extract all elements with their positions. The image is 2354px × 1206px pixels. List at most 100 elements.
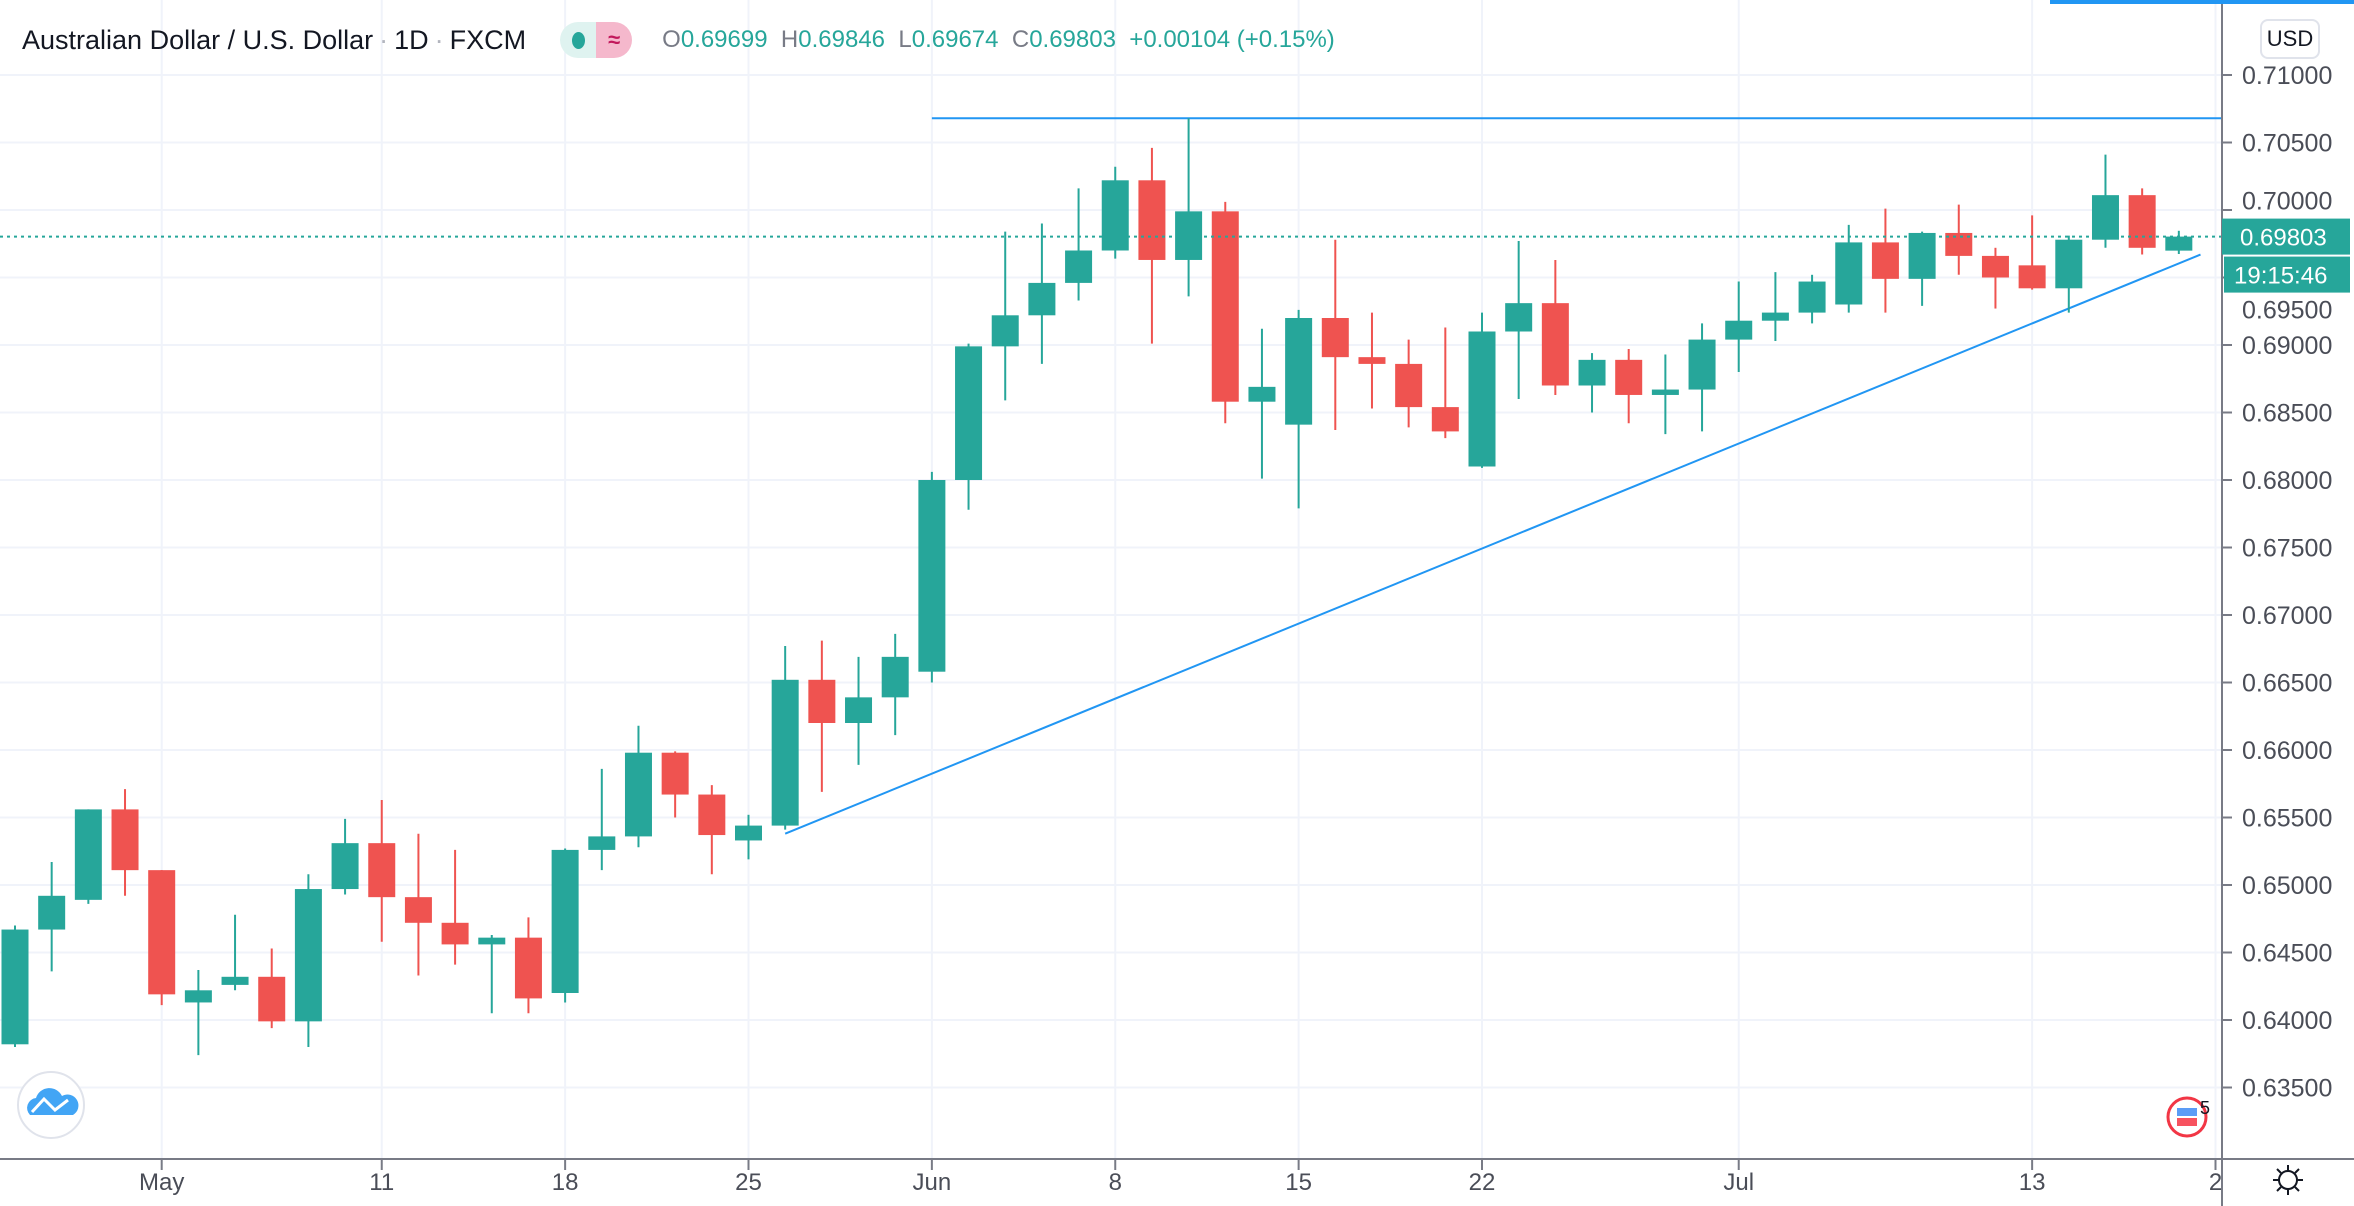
drawings[interactable]	[784, 117, 2222, 835]
candle-body	[294, 889, 322, 1022]
settings-gear-icon[interactable]	[2273, 1165, 2303, 1195]
candle	[1, 925, 29, 1047]
market-status-pill[interactable]: ≈	[560, 22, 633, 58]
low-label: L	[898, 26, 912, 53]
y-tick-label: 0.69500	[2242, 297, 2332, 325]
currency-button[interactable]: USD	[2260, 19, 2320, 59]
candle	[698, 785, 726, 875]
candle	[881, 633, 909, 736]
open-value: 0.69699	[680, 26, 768, 53]
tradingview-logo-button[interactable]	[17, 1071, 85, 1139]
candle-body	[918, 480, 946, 672]
y-tick-label: 0.70000	[2242, 188, 2332, 216]
candle-body	[1835, 242, 1863, 305]
candle-body	[331, 843, 359, 890]
candle	[1065, 188, 1093, 301]
candle-body	[1688, 339, 1716, 390]
candle	[111, 789, 139, 896]
candle-body	[111, 809, 139, 871]
candle	[551, 848, 579, 1003]
candle-body	[1761, 312, 1789, 321]
candle-body	[2091, 195, 2119, 240]
candle-body	[1541, 303, 1569, 386]
candle	[184, 970, 212, 1056]
separator: ·	[434, 24, 444, 55]
y-tick-label: 0.70500	[2242, 130, 2332, 158]
x-tick-label: Jun	[913, 1169, 952, 1196]
y-tick-label: 0.67000	[2242, 602, 2332, 630]
candle-body	[1065, 250, 1093, 283]
candle-body	[588, 836, 616, 850]
price-axis[interactable]: 0.71000 0.70500 0.70000 0.69500 0.69000 0.685…	[2222, 62, 2332, 1103]
support-trendline[interactable]	[784, 253, 2201, 835]
y-tick-label: 0.67500	[2242, 535, 2332, 563]
current-price-value: 0.69803	[2240, 225, 2327, 252]
candle	[1505, 241, 1533, 399]
candle-body	[1725, 320, 1753, 340]
candle	[735, 814, 762, 860]
candle-body	[1028, 282, 1056, 316]
y-tick-label: 0.63500	[2242, 1075, 2332, 1103]
candle-body	[441, 922, 469, 945]
candle-body	[624, 752, 652, 837]
y-tick-label: 0.66000	[2242, 737, 2332, 765]
candle	[148, 870, 176, 1006]
candle-body	[404, 897, 432, 923]
candle-body	[771, 679, 799, 826]
candle-body	[1211, 211, 1239, 402]
candle-body	[1578, 359, 1606, 386]
candle	[1248, 328, 1276, 479]
x-tick-label: 15	[1285, 1169, 1312, 1196]
candle	[1468, 312, 1496, 468]
bar-countdown: 19:15:46	[2234, 263, 2327, 290]
top-accent-bar	[2050, 0, 2354, 4]
candle	[661, 751, 689, 818]
y-tick-label: 0.68000	[2242, 467, 2332, 495]
x-tick-label: 13	[2019, 1169, 2046, 1196]
candle	[74, 809, 102, 904]
candles	[1, 118, 2193, 1056]
candle-body	[1505, 303, 1533, 332]
candle	[918, 471, 946, 683]
candle-body	[1358, 357, 1386, 364]
candle-body	[1, 929, 29, 1045]
candle	[1615, 349, 1643, 424]
candle	[2018, 215, 2046, 290]
candle-body	[735, 825, 762, 841]
interval[interactable]: 1D	[394, 24, 429, 55]
candle-body	[1651, 389, 1679, 395]
ohlc-values: O0.69699 H0.69846 L0.69674 C0.69803 +0.0…	[662, 26, 1335, 54]
candle-body	[368, 843, 396, 898]
candle	[38, 862, 66, 972]
candle	[441, 849, 469, 965]
candle	[771, 646, 799, 830]
events-count-badge: 5	[2200, 1098, 2210, 1118]
candle-body	[38, 895, 66, 930]
x-tick-label: 18	[552, 1169, 579, 1196]
candle	[2128, 188, 2156, 255]
candle	[1431, 327, 1459, 439]
candle	[1725, 281, 1753, 372]
time-axis[interactable]: May 11 18 25 Jun 8 15 22 Jul 13 2	[139, 1159, 2222, 1196]
candle	[1321, 239, 1349, 431]
candle	[294, 874, 322, 1047]
candle-body	[2165, 236, 2193, 251]
x-tick-label: 11	[369, 1169, 394, 1196]
economic-events-icon[interactable]: 5	[2166, 1096, 2210, 1138]
candle-body	[1908, 232, 1936, 279]
candle	[845, 656, 873, 765]
chart-legend[interactable]: Australian Dollar / U.S. Dollar · 1D · F…	[22, 22, 1335, 58]
symbol-title[interactable]: Australian Dollar / U.S. Dollar	[22, 24, 374, 55]
candle-body	[1431, 407, 1459, 432]
candle	[1285, 309, 1313, 509]
y-tick-label: 0.71000	[2242, 62, 2332, 90]
candle	[1028, 223, 1056, 364]
candle-body	[1395, 363, 1423, 408]
x-tick-label: Jul	[1723, 1169, 1754, 1196]
candle	[1578, 353, 1606, 413]
candle	[1981, 247, 2009, 309]
candle-body	[1798, 281, 1826, 313]
candle	[588, 768, 616, 871]
x-tick-label: 25	[735, 1169, 762, 1196]
